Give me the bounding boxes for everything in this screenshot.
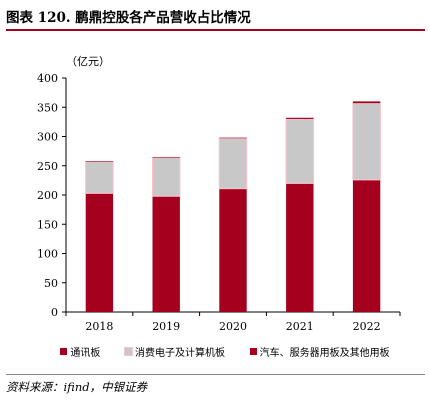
x-tick-label: 2021 (286, 320, 314, 333)
x-tick-label: 2018 (85, 320, 113, 333)
legend-swatch (249, 347, 257, 355)
legend-item: 通讯板 (60, 344, 100, 359)
source-rule (6, 374, 425, 375)
bar-segment (85, 193, 114, 312)
legend-item: 汽车、服务器用板及其他用板 (249, 344, 390, 359)
bar-segment (285, 118, 315, 184)
bar-segment (151, 156, 181, 197)
bar-segment (352, 101, 381, 104)
legend-swatch (123, 346, 133, 356)
y-tick-label: 300 (37, 131, 58, 144)
legend-label: 汽车、服务器用板及其他用板 (259, 347, 390, 359)
bar-segment (85, 161, 114, 162)
bar-segment (286, 183, 314, 312)
y-unit-label: （亿元） (66, 55, 110, 68)
bar-segment (286, 117, 314, 119)
bar-segment (218, 137, 248, 190)
bars (85, 101, 381, 312)
source-note: 资料来源：ifind，中银证券 (6, 380, 148, 394)
bar-segment (219, 137, 247, 139)
x-tick-label: 2019 (152, 320, 180, 333)
y-tick-label: 250 (37, 160, 58, 173)
bar-segment (352, 179, 381, 312)
bar-segment (152, 196, 180, 312)
y-tick-label: 0 (51, 306, 58, 319)
legend-item: 消费电子及计算机板 (123, 344, 225, 359)
y-tick-label: 150 (37, 218, 58, 231)
x-tick-label: 2022 (353, 320, 381, 333)
y-axis: 0 50 100 150 200 250 300 350 400 (37, 72, 67, 319)
x-tick-label: 2020 (219, 320, 247, 333)
y-tick-label: 100 (37, 248, 58, 261)
stacked-bar-chart: 0 50 100 150 200 250 300 350 400 2018 2019 2020 202… (37, 55, 401, 333)
y-tick-label: 400 (37, 72, 58, 85)
x-axis: 2018 2019 2020 2021 2022 (65, 311, 401, 333)
bar-segment (352, 102, 381, 181)
bar-segment (219, 188, 247, 312)
bar-segment (152, 156, 180, 158)
legend-label: 消费电子及计算机板 (134, 347, 225, 359)
title-rule (6, 29, 425, 31)
chart-title: 图表 120. 鹏鼎控股各产品营收占比情况 (6, 10, 251, 26)
y-tick-label: 50 (44, 277, 58, 290)
bar-segment (85, 161, 114, 194)
y-tick-label: 200 (37, 189, 58, 202)
y-tick-label: 350 (37, 101, 58, 114)
legend-swatch (60, 347, 68, 355)
legend: 通讯板 消费电子及计算机板 汽车、服务器用板及其他用板 (48, 342, 402, 360)
legend-label: 通讯板 (70, 347, 101, 359)
